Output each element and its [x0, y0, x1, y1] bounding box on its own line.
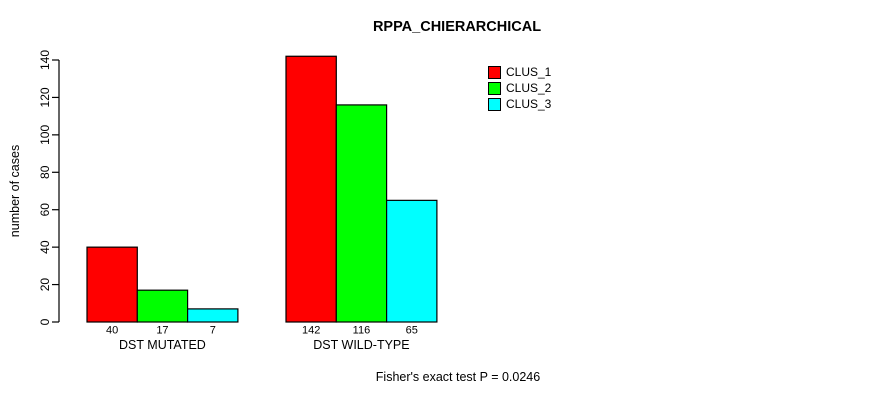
- bar-clus_1-dst-wild-type: [285, 55, 337, 323]
- legend-label-clus1: CLUS_1: [506, 65, 552, 79]
- legend: CLUS_1 CLUS_2 CLUS_3: [488, 64, 551, 112]
- y-tick-label: 0: [38, 318, 52, 325]
- fisher-test-annotation: Fisher's exact test P = 0.0246: [375, 370, 541, 384]
- bar-value-label: 65: [406, 325, 418, 337]
- y-tick-label: 20: [38, 278, 52, 292]
- legend-label-clus3: CLUS_3: [506, 97, 552, 111]
- bar-value-label: 142: [302, 325, 320, 337]
- legend-item-clus2: CLUS_2: [488, 80, 551, 96]
- bar-clus_3-dst-mutated: [187, 308, 239, 323]
- bar-clus_2-dst-mutated: [136, 289, 189, 323]
- y-axis-title: number of cases: [8, 145, 22, 237]
- bar-value-label: 116: [353, 325, 371, 337]
- bar-clus_1-dst-mutated: [86, 246, 138, 323]
- bar-value-label: 7: [210, 325, 216, 337]
- legend-label-clus2: CLUS_2: [506, 81, 552, 95]
- legend-swatch-clus3-icon: [488, 97, 501, 111]
- bar-clus_2-dst-wild-type: [335, 104, 388, 323]
- y-tick-label: 40: [38, 240, 52, 254]
- bar-clus_3-dst-wild-type: [386, 199, 438, 323]
- category-label-dst-wild-type: DST WILD-TYPE: [313, 338, 409, 352]
- legend-item-clus3: CLUS_3: [488, 96, 551, 112]
- y-tick-label: 60: [38, 203, 52, 217]
- legend-item-clus1: CLUS_1: [488, 64, 551, 80]
- category-label-dst-mutated: DST MUTATED: [119, 338, 206, 352]
- bar-value-label: 40: [106, 325, 118, 337]
- y-tick-label: 100: [38, 125, 52, 145]
- y-tick-label: 80: [38, 165, 52, 179]
- y-tick-label: 140: [38, 50, 52, 70]
- legend-swatch-clus1-icon: [488, 65, 501, 79]
- bar-value-label: 17: [156, 325, 168, 337]
- legend-swatch-clus2-icon: [488, 81, 501, 95]
- y-tick-label: 120: [38, 87, 52, 107]
- chart-title: RPPA_CHIERARCHICAL: [372, 19, 542, 35]
